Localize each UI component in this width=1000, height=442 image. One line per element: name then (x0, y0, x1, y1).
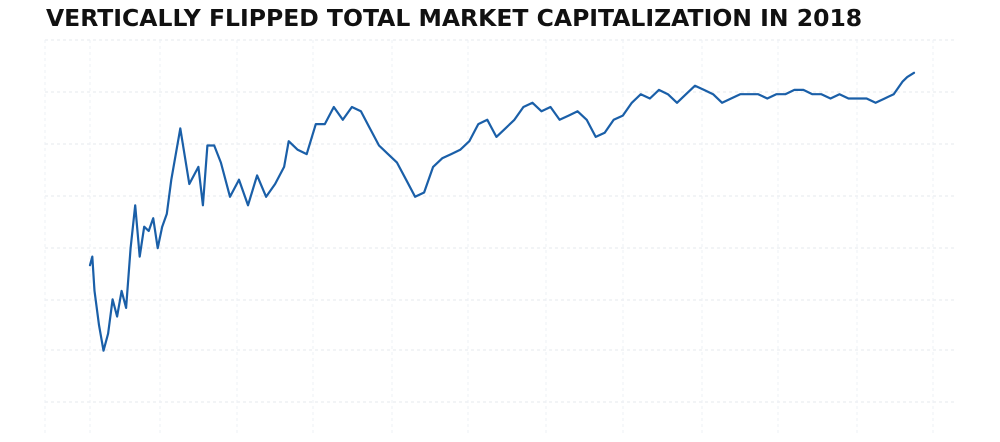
grid (44, 39, 957, 436)
chart-title: VERTICALLY FLIPPED TOTAL MARKET CAPITALI… (46, 4, 863, 32)
series-line (88, 71, 916, 352)
series-layer (88, 71, 916, 352)
